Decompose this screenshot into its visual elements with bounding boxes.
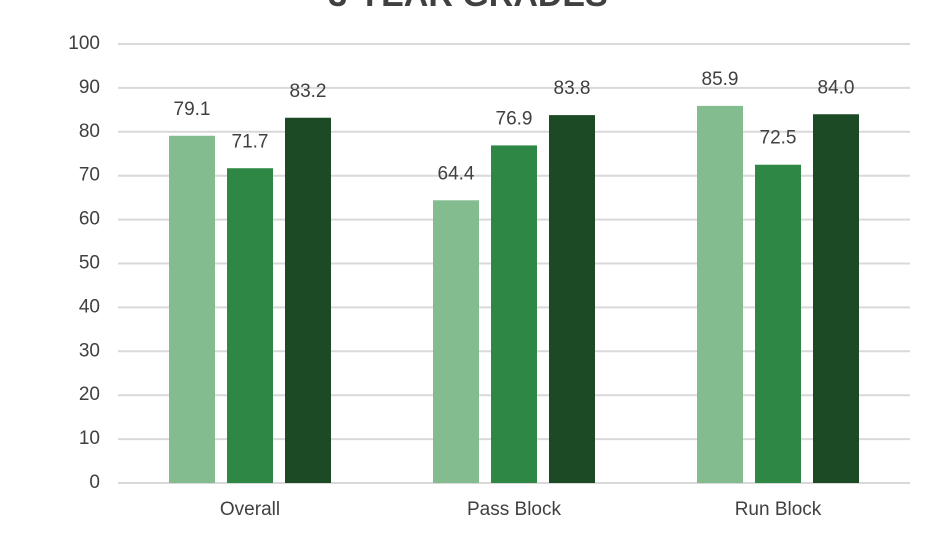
y-tick-label: 40 [79, 296, 100, 317]
y-tick-label: 50 [79, 253, 100, 274]
y-tick-label: 0 [89, 472, 100, 493]
data-label: 71.7 [232, 131, 269, 152]
bar [169, 135, 215, 483]
bar [227, 168, 273, 483]
y-tick-label: 100 [68, 33, 100, 54]
bar [813, 114, 859, 484]
bar [491, 145, 537, 483]
y-tick-label: 20 [79, 384, 100, 405]
x-tick-label: Overall [220, 499, 280, 520]
data-label: 72.5 [760, 128, 797, 149]
data-label: 79.1 [174, 99, 211, 120]
x-tick-label: Pass Block [467, 499, 561, 520]
bar [549, 115, 595, 484]
data-label: 85.9 [702, 69, 739, 90]
data-label: 84.0 [818, 77, 855, 98]
y-tick-label: 80 [79, 121, 100, 142]
bar [697, 105, 743, 484]
data-label: 83.8 [554, 78, 591, 99]
data-label: 76.9 [496, 108, 533, 129]
bar [285, 117, 331, 483]
y-tick-label: 60 [79, 209, 100, 230]
chart-title: 3-YEAR GRADES [328, 0, 608, 14]
y-tick-label: 90 [79, 77, 100, 98]
bar [433, 200, 479, 483]
y-tick-label: 10 [79, 428, 100, 449]
y-tick-label: 70 [79, 165, 100, 186]
data-label: 64.4 [438, 163, 475, 184]
bar [755, 164, 801, 483]
y-tick-label: 30 [79, 340, 100, 361]
x-tick-label: Run Block [735, 499, 822, 520]
data-label: 83.2 [290, 81, 327, 102]
